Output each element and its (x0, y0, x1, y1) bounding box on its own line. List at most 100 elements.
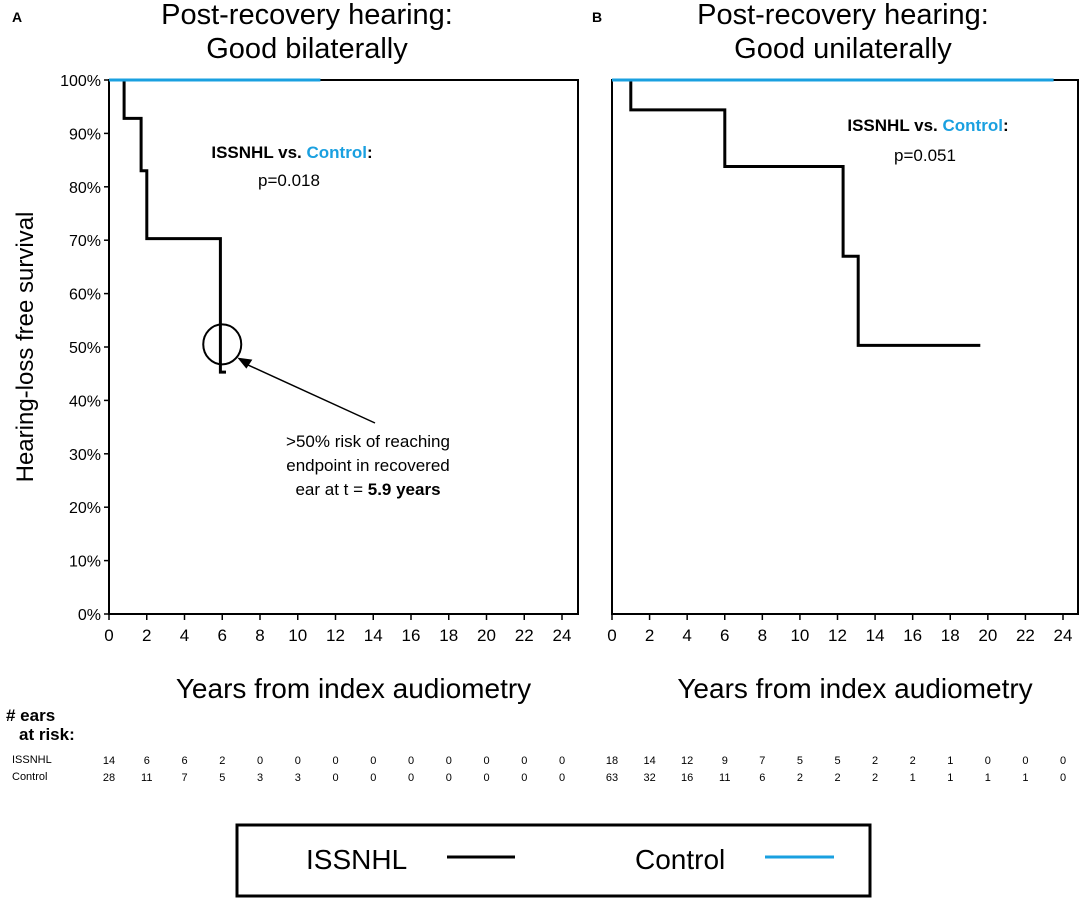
risk-table-heading: at risk: (19, 725, 75, 744)
panel-a-comparison-issnhl: ISSNHL vs. (211, 143, 306, 162)
panel-a-x-tick-label: 10 (288, 626, 307, 645)
panel-a-y-tick-label: 50% (69, 340, 101, 357)
panel-b-x-tick-label: 4 (682, 626, 691, 645)
risk-table-row-label: Control (12, 771, 47, 783)
panel-b-x-tick-label: 6 (720, 626, 729, 645)
panel-a-at-risk-control: 28 (103, 772, 115, 784)
panel-b-at-risk-control: 0 (1060, 772, 1066, 784)
panel-a-y-tick-label: 20% (69, 500, 101, 517)
legend-label-control: Control (635, 844, 725, 875)
panel-a-at-risk-control: 0 (559, 772, 565, 784)
panel-a-annotation-text: ear at t = 5.9 years (295, 480, 440, 499)
risk-table-row-label: ISSNHL (12, 754, 52, 766)
panel-a-annotation-line: endpoint in recovered (286, 456, 450, 475)
legend-label-issnhl: ISSNHL (306, 844, 407, 875)
panel-a-x-tick-label: 6 (218, 626, 227, 645)
panel-a-at-risk-issnhl: 0 (332, 755, 338, 767)
panel-b-at-risk-issnhl: 2 (910, 755, 916, 767)
panel-a-at-risk-control: 0 (521, 772, 527, 784)
panel-b-title-line: Post-recovery hearing: (697, 0, 989, 31)
panel-b-at-risk-control: 11 (719, 772, 730, 784)
panel-a-y-tick-label: 0% (78, 607, 101, 624)
panel-b-series-issnhl (612, 78, 981, 347)
panel-a-x-tick-label: 14 (364, 626, 383, 645)
panel-a-comparison-label: ISSNHL vs. Control: (211, 143, 372, 162)
panel-a-at-risk-issnhl: 0 (370, 755, 376, 767)
panel-a-at-risk-control: 0 (483, 772, 489, 784)
panel-b-at-risk-issnhl: 0 (1022, 755, 1028, 767)
panel-b-comparison-control: Control (943, 116, 1003, 135)
panel-b-at-risk-issnhl: 14 (643, 755, 655, 767)
panel-a-at-risk-issnhl: 6 (144, 755, 150, 767)
panel-a-at-risk-issnhl: 0 (446, 755, 452, 767)
panel-b-comparison-issnhl: ISSNHL vs. (847, 116, 942, 135)
panel-a-annotation-text: endpoint in recovered (286, 456, 450, 475)
panel-a-at-risk-control: 11 (141, 772, 152, 784)
panel-a-x-axis-label: Years from index audiometry (176, 673, 531, 704)
panel-b-x-tick-label: 16 (903, 626, 922, 645)
panel-a-at-risk-issnhl: 0 (257, 755, 263, 767)
panel-a-title-line: Post-recovery hearing: (161, 0, 453, 31)
panel-a-at-risk-issnhl: 0 (408, 755, 414, 767)
panel-a-y-tick-label: 100% (60, 73, 101, 90)
panel-b-at-risk-issnhl: 7 (759, 755, 765, 767)
panel-a-x-tick-label: 8 (255, 626, 264, 645)
panel-b-x-tick-label: 22 (1016, 626, 1035, 645)
panel-a-p-value: p=0.018 (258, 171, 320, 190)
panel-a-x-tick-label: 18 (439, 626, 458, 645)
panel-b-comparison-colon: : (1003, 116, 1009, 135)
panel-b-plot-frame (611, 79, 1079, 615)
panel-b-at-risk-issnhl: 1 (947, 755, 953, 767)
risk-table-heading: # ears (6, 706, 55, 725)
panel-a-label: A (12, 9, 22, 25)
panel-a-at-risk-control: 5 (219, 772, 225, 784)
panel-b-x-tick-label: 8 (758, 626, 767, 645)
panel-b-x-tick-label: 20 (978, 626, 997, 645)
panel-a-at-risk-issnhl: 0 (295, 755, 301, 767)
panel-a-at-risk-control: 3 (257, 772, 263, 784)
panel-a-y-tick-label: 70% (69, 233, 101, 250)
panel-a-y-tick-label: 90% (69, 126, 101, 143)
panel-b-x-tick-label: 0 (607, 626, 616, 645)
panel-a-annotation-line: >50% risk of reaching (286, 432, 450, 451)
panel-a-x-tick-label: 4 (180, 626, 189, 645)
panel-b-at-risk-control: 63 (606, 772, 618, 784)
panel-a-at-risk-control: 0 (446, 772, 452, 784)
panel-a-at-risk-control: 0 (408, 772, 414, 784)
panel-b-x-tick-label: 12 (828, 626, 847, 645)
panel-b-at-risk-issnhl: 2 (872, 755, 878, 767)
panel-b-at-risk-issnhl: 0 (985, 755, 991, 767)
panel-a-at-risk-control: 0 (332, 772, 338, 784)
panel-b-at-risk-issnhl: 9 (722, 755, 728, 767)
panel-a-at-risk-issnhl: 0 (483, 755, 489, 767)
panel-a-annotation-arrow-head (237, 357, 253, 369)
panel-a-x-tick-label: 24 (553, 626, 572, 645)
panel-b-at-risk-issnhl: 5 (834, 755, 840, 767)
panel-a-at-risk-issnhl: 6 (181, 755, 187, 767)
panel-b-at-risk-control: 1 (985, 772, 991, 784)
panel-b-at-risk-control: 32 (643, 772, 655, 784)
panel-a-at-risk-control: 7 (181, 772, 187, 784)
panel-a-at-risk-control: 3 (295, 772, 301, 784)
panel-b-title-line: Good unilaterally (734, 33, 952, 65)
panel-a-x-tick-label: 12 (326, 626, 345, 645)
panel-a-at-risk-control: 0 (370, 772, 376, 784)
panel-b-at-risk-control: 2 (834, 772, 840, 784)
panel-a-y-tick-label: 10% (69, 554, 101, 571)
panel-b-at-risk-control: 1 (910, 772, 916, 784)
panel-b-at-risk-control: 1 (947, 772, 953, 784)
panel-b-at-risk-issnhl: 18 (606, 755, 618, 767)
panel-a-at-risk-issnhl: 2 (219, 755, 225, 767)
panel-a-x-tick-label: 0 (104, 626, 113, 645)
panel-b-x-tick-label: 24 (1054, 626, 1073, 645)
panel-b-at-risk-issnhl: 5 (797, 755, 803, 767)
panel-b-label: B (592, 9, 602, 25)
panel-b-x-axis-label: Years from index audiometry (677, 673, 1032, 704)
panel-a-title-line: Good bilaterally (206, 33, 408, 65)
legend-box (235, 823, 872, 898)
panel-a-x-tick-label: 16 (402, 626, 421, 645)
panel-b-p-value: p=0.051 (894, 146, 956, 165)
panel-b-at-risk-issnhl: 12 (681, 755, 693, 767)
panel-a-at-risk-issnhl: 14 (103, 755, 115, 767)
